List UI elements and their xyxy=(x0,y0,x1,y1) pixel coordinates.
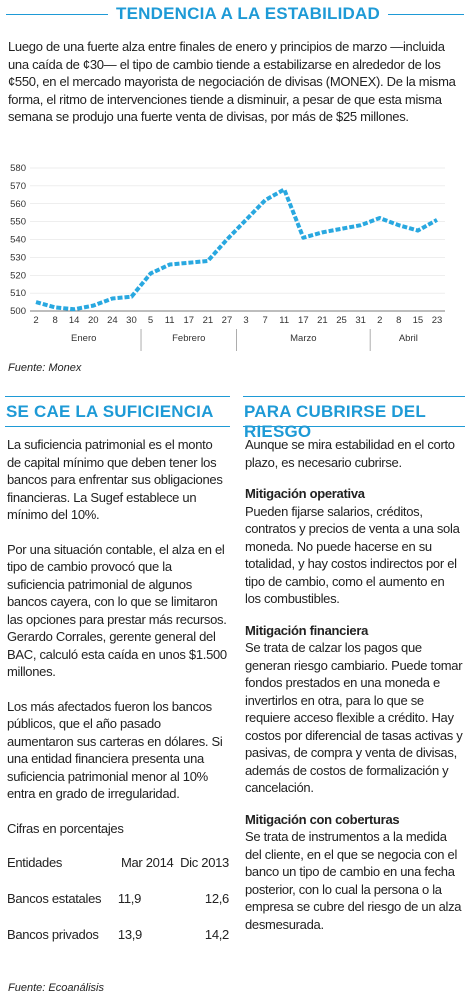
x-tick-label: 11 xyxy=(165,315,175,326)
y-tick-label: 560 xyxy=(10,199,26,210)
y-tick-label: 540 xyxy=(10,235,26,246)
cell: 12,6 xyxy=(204,891,229,907)
month-label: Marzo xyxy=(290,333,316,344)
x-tick-label: 7 xyxy=(262,315,267,326)
x-tick-label: 25 xyxy=(336,315,347,326)
header-cell: Entidades xyxy=(7,855,63,871)
left-column: La suficiencia patrimonial es el monto d… xyxy=(7,436,229,953)
x-tick-label: 21 xyxy=(317,315,328,326)
y-tick-label: 500 xyxy=(10,306,26,317)
x-tick-label: 23 xyxy=(432,315,443,326)
y-tick-label: 530 xyxy=(10,252,26,263)
header-title: TENDENCIA A LA ESTABILIDAD xyxy=(108,4,388,24)
month-label: Abril xyxy=(399,333,418,344)
table-header: Entidades Mar 2014 Dic 2013 xyxy=(7,845,229,881)
month-label: Febrero xyxy=(172,333,205,344)
x-tick-label: 30 xyxy=(126,315,137,326)
rule xyxy=(243,396,465,397)
section-text: Se trata de calzar los pagos que generan… xyxy=(245,640,463,795)
x-tick-label: 2 xyxy=(33,315,38,326)
paragraph: Por una situación contable, el alza en e… xyxy=(7,541,227,680)
rule xyxy=(243,426,465,427)
cell: 14,2 xyxy=(204,927,229,943)
paragraph: La suficiencia patrimonial es el monto d… xyxy=(7,437,223,522)
section-heading: Mitigación financiera xyxy=(245,622,369,638)
intro: Aunque se mira estabilidad en el corto p… xyxy=(245,437,455,470)
x-tick-label: 8 xyxy=(396,315,401,326)
table-row: Bancos privados 13,9 14,2 xyxy=(7,917,229,953)
section-text: Pueden fijarse salarios, créditos, contr… xyxy=(245,503,460,607)
y-tick-label: 520 xyxy=(10,270,26,281)
x-tick-label: 2 xyxy=(377,315,382,326)
header-cell: Dic 2013 xyxy=(180,855,229,871)
x-tick-label: 27 xyxy=(222,315,233,326)
right-column: Aunque se mira estabilidad en el corto p… xyxy=(245,436,463,933)
header-cell: Mar 2014 xyxy=(120,855,174,871)
x-tick-label: 11 xyxy=(279,315,289,326)
cell: 11,9 xyxy=(117,891,142,907)
cell: 13,9 xyxy=(117,927,142,943)
y-tick-label: 580 xyxy=(10,163,26,174)
x-tick-label: 17 xyxy=(183,315,194,326)
table-caption: Cifras en porcentajes xyxy=(7,820,124,836)
chart: 500 510 520 530 540 550 560 570 580 2 8 14 20 24 30 Ene… xyxy=(10,163,445,351)
x-tick-label: 8 xyxy=(52,315,57,326)
x-tick-label: 21 xyxy=(203,315,214,326)
cell: Bancos estatales xyxy=(7,891,102,907)
section-text: Se trata de instrumentos a la medida del… xyxy=(245,829,462,932)
cell: Bancos privados xyxy=(7,927,99,943)
x-tick-label: 24 xyxy=(107,315,118,326)
section-heading: Mitigación con coberturas xyxy=(245,811,400,827)
table-row: Bancos estatales 11,9 12,6 xyxy=(7,881,229,917)
x-tick-label: 15 xyxy=(413,315,424,326)
x-tick-label: 3 xyxy=(243,315,248,326)
y-tick-label: 570 xyxy=(10,181,26,192)
x-tick-label: 5 xyxy=(148,315,153,326)
table: Entidades Mar 2014 Dic 2013 Bancos estatale… xyxy=(7,845,229,953)
y-tick-label: 510 xyxy=(10,288,26,299)
x-tick-label: 20 xyxy=(88,315,99,326)
x-tick-label: 14 xyxy=(69,315,80,326)
left-title: SE CAE LA SUFICIENCIA xyxy=(6,402,214,421)
x-tick-label: 31 xyxy=(355,315,366,326)
y-tick-label: 550 xyxy=(10,217,26,228)
section-heading: Mitigación operativa xyxy=(245,486,365,501)
x-tick-label: 17 xyxy=(298,315,309,326)
rule xyxy=(5,396,230,397)
header-text: Luego de una fuerte alza entre finales d… xyxy=(8,39,456,124)
rule xyxy=(5,426,230,427)
paragraph: Los más afectados fueron los bancos públ… xyxy=(7,698,223,802)
month-label: Enero xyxy=(71,333,96,344)
line-series xyxy=(35,187,438,312)
chart-source: Fuente: Monex xyxy=(8,362,82,374)
table-source: Fuente: Ecoanálisis xyxy=(8,982,104,994)
